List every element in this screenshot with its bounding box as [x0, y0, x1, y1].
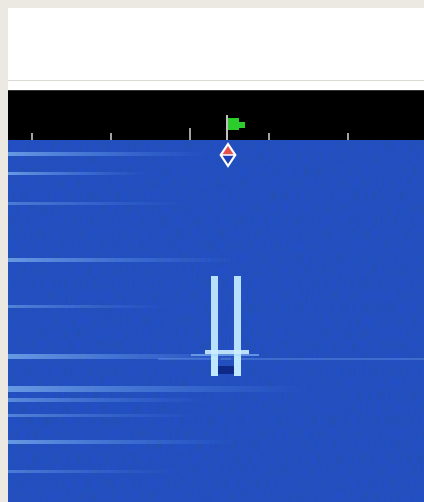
app-window	[8, 8, 424, 502]
spectrum-pane[interactable]	[8, 8, 424, 81]
waterfall-svg	[8, 140, 424, 502]
frequency-ruler[interactable]	[8, 90, 424, 141]
waterfall-display[interactable]	[8, 140, 424, 502]
tick-marks	[31, 128, 349, 140]
horizontal-streaks	[8, 152, 424, 473]
tuning-diamond-icon[interactable]	[219, 142, 237, 168]
ruler-svg	[31, 115, 349, 140]
signal-trace	[191, 276, 259, 376]
green-flag-icon[interactable]	[226, 115, 245, 140]
